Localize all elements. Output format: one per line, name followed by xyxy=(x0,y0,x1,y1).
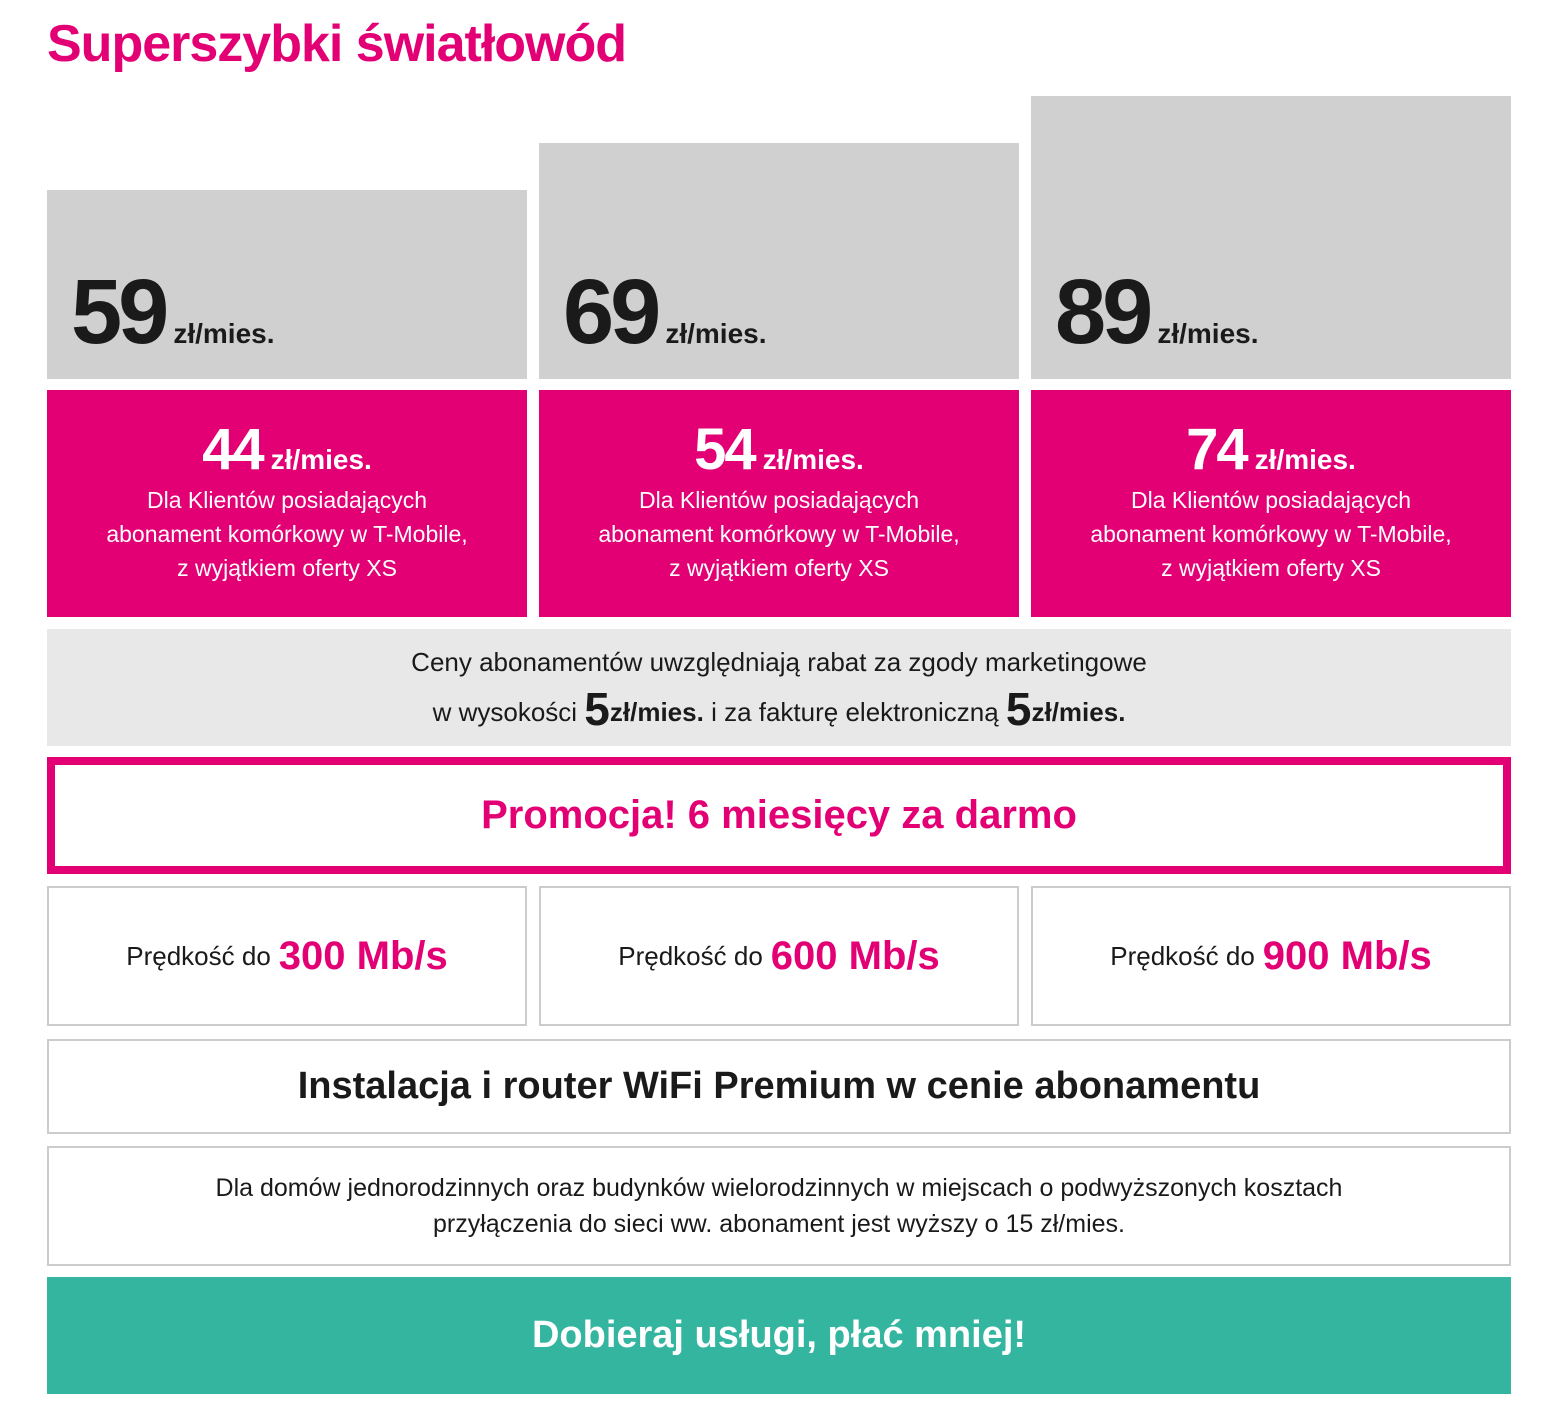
price-value: 69 xyxy=(563,261,661,363)
discount-note: Dla Klientów posiadających xyxy=(147,487,427,513)
discount-price: 44 zł/mies. xyxy=(47,416,527,483)
discount-box: 44 zł/mies. Dla Klientów posiadających abon… xyxy=(47,390,527,617)
price: 59 zł/mies. xyxy=(71,260,275,365)
note: Dla domów jednorodzinnych oraz budynków … xyxy=(47,1146,1511,1266)
note-line: Dla domów jednorodzinnych oraz budynków … xyxy=(215,1174,1343,1202)
price-unit: zł/mies. xyxy=(173,318,275,349)
discount-note: z wyjątkiem oferty XS xyxy=(669,555,889,581)
price-unit: zł/mies. xyxy=(665,318,767,349)
discount-unit: zł/mies. xyxy=(762,444,864,475)
info-text: w wysokości xyxy=(432,697,578,727)
installation: Instalacja i router WiFi Premium w cenie… xyxy=(47,1039,1511,1134)
discount-note: abonament komórkowy w T-Mobile, xyxy=(598,521,960,547)
title: Superszybki światłowód xyxy=(47,15,627,73)
speed-label: Prędkość do xyxy=(618,940,763,971)
discount-unit: zł/mies. xyxy=(1254,444,1356,475)
discount-box: 54 zł/mies. Dla Klientów posiadających abon… xyxy=(539,390,1019,617)
discount-note: Dla Klientów posiadających xyxy=(639,487,919,513)
discount-note: z wyjątkiem oferty XS xyxy=(177,555,397,581)
discount-note: abonament komórkowy w T-Mobile, xyxy=(1090,521,1452,547)
info-text: i za fakturę elektroniczną xyxy=(711,697,999,727)
price: 89 zł/mies. xyxy=(1055,260,1259,365)
note-line: przyłączenia do sieci ww. abonament jest… xyxy=(433,1210,1125,1238)
speed-value: 300 Mb/s xyxy=(278,933,448,978)
discount-price: 54 zł/mies. xyxy=(539,416,1019,483)
price-box: 89 zł/mies. xyxy=(1031,96,1511,379)
price-box: 69 zł/mies. xyxy=(539,143,1019,379)
discount-note: abonament komórkowy w T-Mobile, xyxy=(106,521,468,547)
cta[interactable]: Dobieraj usługi, płać mniej! xyxy=(47,1277,1511,1394)
info-line: Ceny abonamentów uwzględniają rabat za z… xyxy=(411,647,1147,677)
price-value: 89 xyxy=(1055,261,1153,363)
info-line: w wysokości 5zł/mies. i za fakturę elekt… xyxy=(47,682,1511,736)
price: 69 zł/mies. xyxy=(563,260,767,365)
discount-box: 74 zł/mies. Dla Klientów posiadających abon… xyxy=(1031,390,1511,617)
price-box: 59 zł/mies. xyxy=(47,190,527,379)
info-amount: 5 xyxy=(584,683,610,735)
price-unit: zł/mies. xyxy=(1157,318,1259,349)
discount-note: Dla Klientów posiadających xyxy=(1131,487,1411,513)
info-amount: 5 xyxy=(1005,683,1032,735)
price-value: 59 xyxy=(71,261,169,363)
speed-box: Prędkość do 600 Mb/s xyxy=(539,886,1019,1026)
speed-value: 900 Mb/s xyxy=(1262,933,1432,978)
speed-label: Prędkość do xyxy=(1110,940,1255,971)
speed-box: Prędkość do 300 Mb/s xyxy=(47,886,527,1026)
discount-price: 74 zł/mies. xyxy=(1031,416,1511,483)
discount-value: 54 xyxy=(694,417,756,482)
speed-value: 600 Mb/s xyxy=(770,933,940,978)
discount-unit: zł/mies. xyxy=(270,444,372,475)
discount-note: z wyjątkiem oferty XS xyxy=(1161,555,1381,581)
discount-value: 44 xyxy=(202,417,264,482)
info-unit: zł/mies. xyxy=(1031,697,1126,727)
discount-value: 74 xyxy=(1186,417,1248,482)
speed-label: Prędkość do xyxy=(126,940,271,971)
promo: Promocja! 6 miesięcy za darmo xyxy=(47,757,1511,874)
info-unit: zł/mies. xyxy=(609,697,704,727)
discount-info: Ceny abonamentów uwzględniają rabat za z… xyxy=(47,629,1511,746)
speed-box: Prędkość do 900 Mb/s xyxy=(1031,886,1511,1026)
